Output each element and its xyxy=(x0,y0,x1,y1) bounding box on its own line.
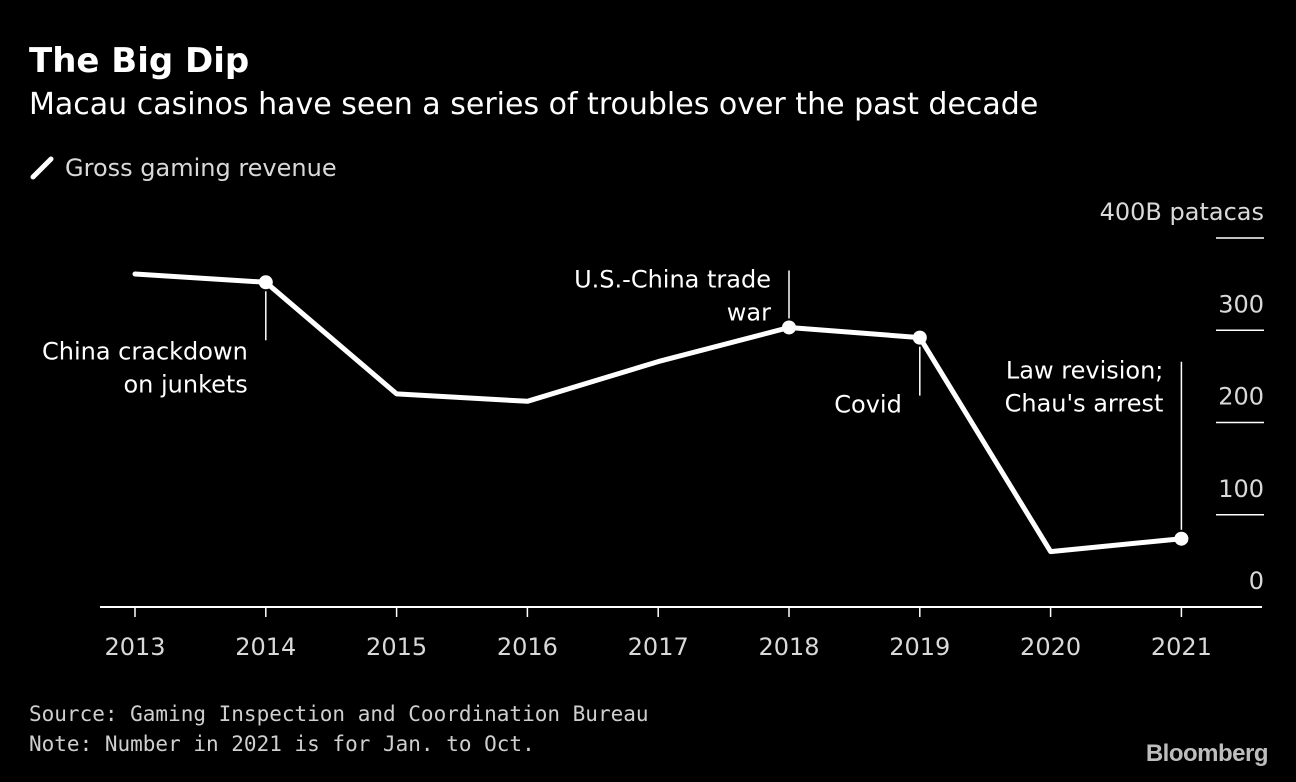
annotation-label: Covid xyxy=(834,391,902,419)
annotation-label: war xyxy=(727,298,771,326)
y-tick-label: 0 xyxy=(1249,567,1264,595)
annotation-label: Chau's arrest xyxy=(1005,390,1164,418)
annotation-label: Law revision; xyxy=(1006,357,1163,385)
y-tick-label: 300 xyxy=(1218,290,1264,318)
legend-line-icon xyxy=(30,156,54,180)
x-tick-label: 2021 xyxy=(1151,633,1212,661)
annotation-marker xyxy=(912,330,927,345)
footnote: Note: Number in 2021 is for Jan. to Oct. xyxy=(29,732,535,756)
chart-title: The Big Dip xyxy=(29,41,250,81)
legend-label: Gross gaming revenue xyxy=(65,154,337,182)
y-tick-label: 100 xyxy=(1218,475,1264,503)
y-tick-label: 200 xyxy=(1218,383,1264,411)
y-tick-label: 400B patacas xyxy=(1100,198,1264,226)
annotation-marker xyxy=(782,320,796,335)
x-tick-label: 2020 xyxy=(1020,633,1081,661)
x-tick-label: 2014 xyxy=(235,633,296,661)
chart-subtitle: Macau casinos have seen a series of trou… xyxy=(29,87,1039,122)
revenue-line xyxy=(132,271,1184,555)
x-tick-label: 2015 xyxy=(366,633,427,661)
annotation-label: China crackdown xyxy=(42,337,248,365)
x-tick-label: 2013 xyxy=(104,633,165,661)
annotation-label: U.S.-China trade xyxy=(574,265,771,293)
x-tick-label: 2018 xyxy=(758,633,819,661)
annotation-marker xyxy=(258,275,273,290)
legend: Gross gaming revenue xyxy=(29,150,337,186)
x-tick-label: 2016 xyxy=(497,633,558,661)
brand-logo: Bloomberg xyxy=(1145,740,1269,767)
x-tick-label: 2019 xyxy=(889,633,950,661)
source-note: Source: Gaming Inspection and Coordinati… xyxy=(29,702,649,726)
x-tick-label: 2017 xyxy=(628,633,689,661)
annotation-marker xyxy=(1174,531,1189,546)
annotation-label: on junkets xyxy=(123,370,247,398)
